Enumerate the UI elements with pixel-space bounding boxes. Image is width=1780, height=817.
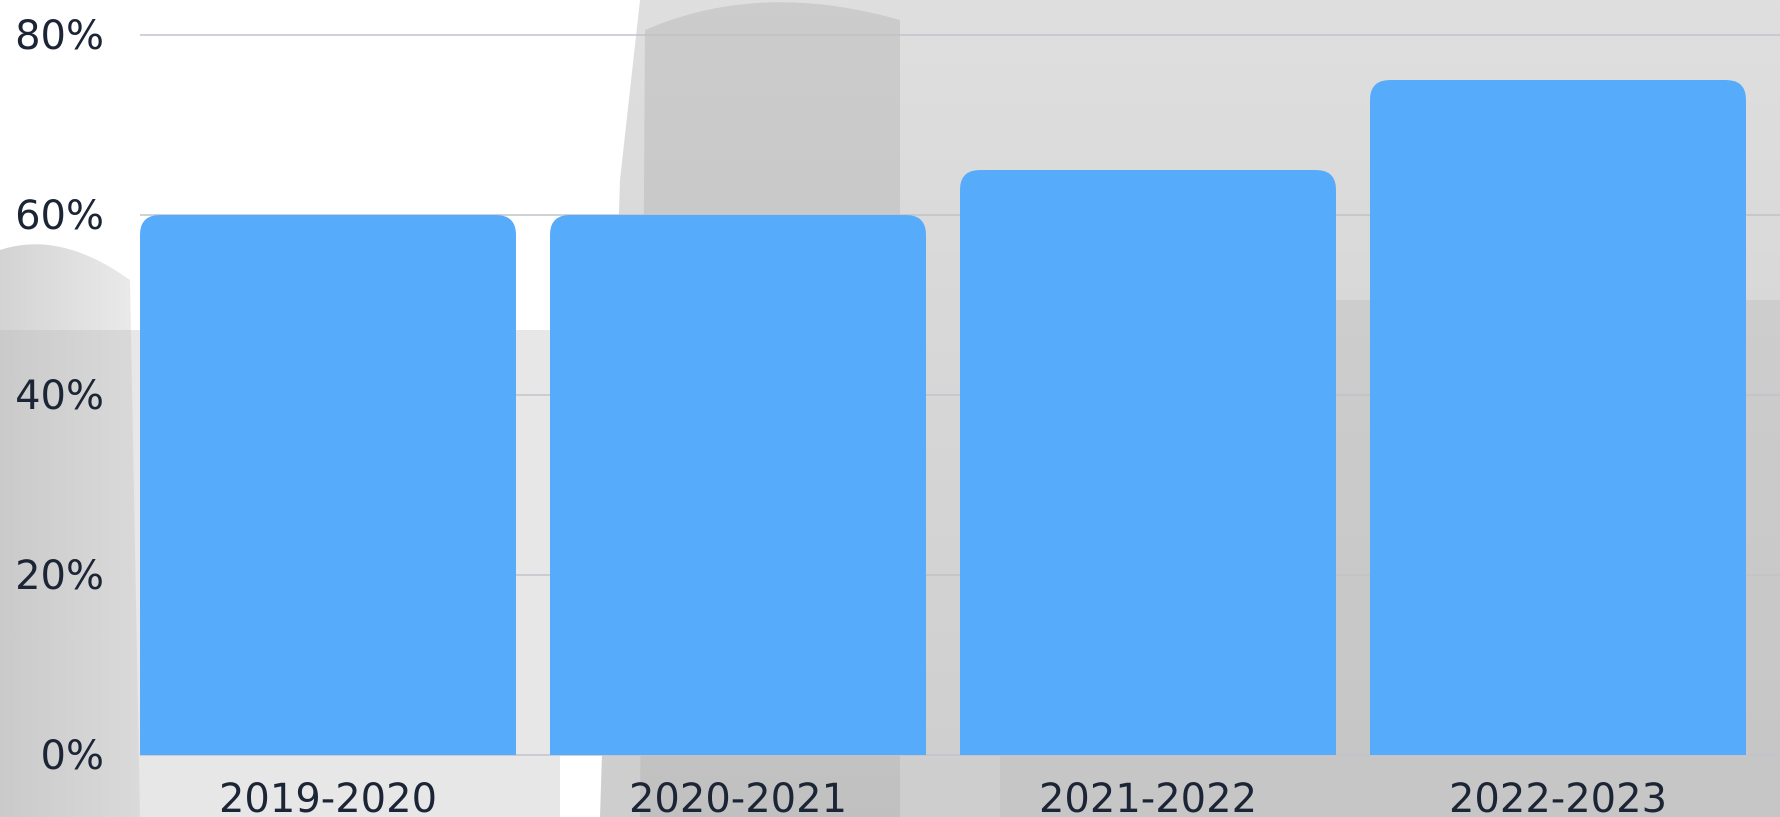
bar-2020-2021 <box>550 215 926 755</box>
bar-2021-2022 <box>960 170 1336 755</box>
y-axis-tick-labels: 0% 20% 40% 60% 80% <box>15 13 104 779</box>
y-tick-label: 80% <box>15 13 104 59</box>
bar-2022-2023 <box>1370 80 1746 755</box>
x-category-label: 2021-2022 <box>1039 776 1257 817</box>
x-category-label: 2020-2021 <box>629 776 847 817</box>
bars <box>140 80 1746 755</box>
y-tick-label: 40% <box>15 373 104 419</box>
x-axis-category-labels: 2019-2020 2020-2021 2021-2022 2022-2023 <box>219 776 1667 817</box>
x-category-label: 2019-2020 <box>219 776 437 817</box>
bar-2019-2020 <box>140 215 516 755</box>
y-tick-label: 20% <box>15 553 104 599</box>
y-tick-label: 60% <box>15 193 104 239</box>
x-category-label: 2022-2023 <box>1449 776 1667 817</box>
y-tick-label: 0% <box>41 733 104 779</box>
